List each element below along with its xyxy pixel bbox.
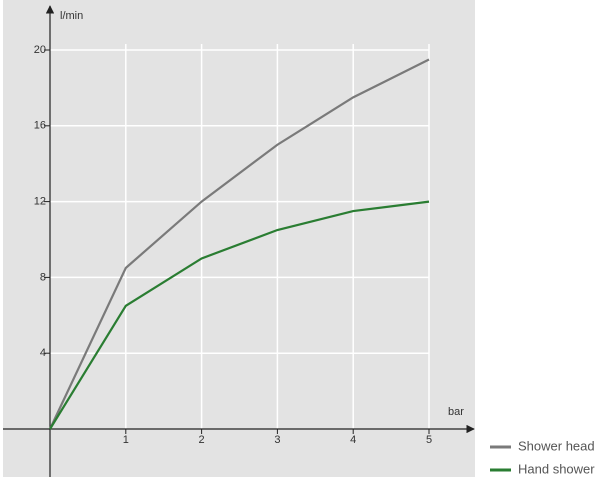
plot xyxy=(49,58,430,430)
x-tick-label: 2 xyxy=(199,434,205,446)
plot-background xyxy=(3,0,475,477)
series-line xyxy=(49,58,430,430)
y-tick-label: 16 xyxy=(34,120,46,132)
x-tick-label: 3 xyxy=(274,434,280,446)
legend-label: Shower head xyxy=(518,438,595,453)
y-tick-label: 4 xyxy=(40,347,46,359)
x-tick-label: 5 xyxy=(426,434,432,446)
x-axis-label: bar xyxy=(448,406,464,418)
y-tick-label: 20 xyxy=(34,44,46,56)
x-tick-label: 4 xyxy=(350,434,356,446)
legend-label: Hand shower xyxy=(518,461,595,476)
legend: Shower head Hand shower xyxy=(490,438,595,476)
y-axis-label: l/min xyxy=(60,10,83,22)
series-line xyxy=(49,200,430,430)
y-tick-label: 12 xyxy=(34,196,46,208)
y-tick-label: 8 xyxy=(40,271,46,283)
x-tick-label: 1 xyxy=(123,434,129,446)
